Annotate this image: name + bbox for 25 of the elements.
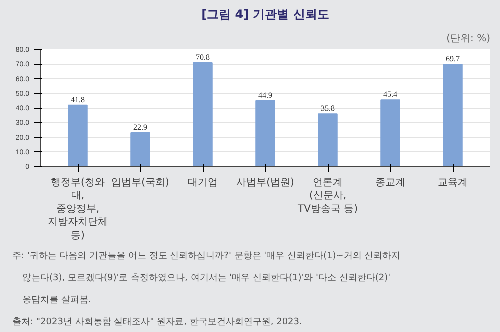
text: 주: '귀하는 다음의 기관들을 어느 정도 신뢰하십니까?' 문항은 '매우 신뢰한다(1)~거의 신뢰하지 않는다(3), 모르겠다(9)'로 측정하였으나, 여기서는 '매우 신뢰한다(1)'와 '다소 신뢰한다(2)' 응답치를 살펴봄. bbox=[12, 252, 401, 306]
x-tick-label: 종교계 bbox=[376, 178, 406, 188]
data-label: 35.8 bbox=[321, 104, 335, 114]
x-tick-label: 교육계 bbox=[438, 178, 468, 188]
x-tick-label: 대기업 bbox=[188, 178, 218, 188]
data-label: 45.4 bbox=[384, 90, 398, 100]
bar bbox=[318, 114, 338, 166]
bar bbox=[130, 132, 150, 166]
chart-title: [그림 4] 기관별 신뢰도 bbox=[202, 8, 330, 22]
data-label: 69.7 bbox=[446, 54, 460, 64]
x-tick-label: 입법부(국회) bbox=[112, 178, 170, 188]
bar bbox=[256, 100, 276, 166]
x-tick-label: 사법부(법원) bbox=[236, 178, 294, 188]
data-label: 41.8 bbox=[71, 95, 85, 104]
data-label: 44.9 bbox=[258, 90, 272, 100]
bar bbox=[380, 100, 400, 166]
bar bbox=[193, 62, 213, 166]
data-label: 70.8 bbox=[196, 52, 210, 62]
x-tick-label: 언론계 (신문사, TV방송국 등) bbox=[296, 178, 358, 215]
x-tick-label: 행정부(청와대, 중앙정부, 지방자치단체 등) bbox=[48, 178, 108, 242]
data-label: 22.9 bbox=[134, 123, 148, 132]
y-axis-title: (단위: %) bbox=[446, 34, 491, 44]
bar bbox=[68, 104, 88, 166]
bar bbox=[443, 64, 463, 166]
source-note: 출처: "2023년 사회통합 실태조사" 원자료, 한국보건사회연구원, 2023. bbox=[12, 318, 302, 328]
